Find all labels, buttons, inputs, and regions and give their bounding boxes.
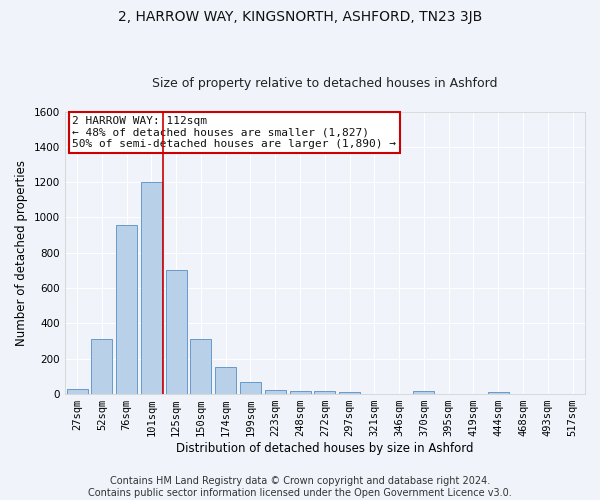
Bar — [339, 392, 360, 394]
Bar — [488, 392, 509, 394]
Bar — [265, 390, 286, 394]
Bar — [116, 224, 137, 394]
Bar — [413, 392, 434, 394]
Bar — [190, 340, 211, 394]
Bar — [141, 182, 162, 394]
Bar — [290, 392, 311, 394]
Bar — [91, 340, 112, 394]
Bar — [67, 389, 88, 394]
Text: 2 HARROW WAY: 112sqm
← 48% of detached houses are smaller (1,827)
50% of semi-de: 2 HARROW WAY: 112sqm ← 48% of detached h… — [73, 116, 397, 149]
Bar — [240, 382, 261, 394]
X-axis label: Distribution of detached houses by size in Ashford: Distribution of detached houses by size … — [176, 442, 473, 455]
Y-axis label: Number of detached properties: Number of detached properties — [15, 160, 28, 346]
Title: Size of property relative to detached houses in Ashford: Size of property relative to detached ho… — [152, 76, 497, 90]
Bar — [215, 366, 236, 394]
Bar — [166, 270, 187, 394]
Text: Contains HM Land Registry data © Crown copyright and database right 2024.
Contai: Contains HM Land Registry data © Crown c… — [88, 476, 512, 498]
Bar — [314, 392, 335, 394]
Text: 2, HARROW WAY, KINGSNORTH, ASHFORD, TN23 3JB: 2, HARROW WAY, KINGSNORTH, ASHFORD, TN23… — [118, 10, 482, 24]
